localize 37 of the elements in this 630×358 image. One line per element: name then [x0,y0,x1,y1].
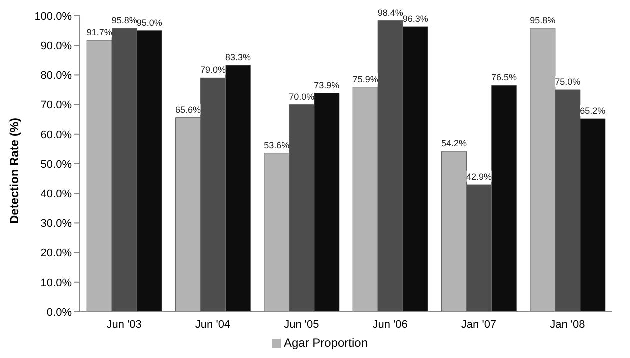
data-label: 73.9% [314,80,340,90]
data-label: 95.8% [530,15,556,26]
x-tick-label: Jun '06 [372,318,408,331]
x-tick-label: Jun '04 [195,318,231,331]
y-tick-label: 30.0% [40,218,72,230]
data-label: 53.6% [264,140,290,150]
data-label: 65.2% [580,106,606,116]
y-axis-title: Detection Rate (%) [7,118,22,224]
data-label: 96.3% [402,14,428,24]
data-label: 79.0% [200,65,226,76]
data-label: 70.0% [289,92,315,102]
data-label: 76.5% [491,72,518,83]
y-tick-label: 100.0% [34,10,72,23]
y-tick-label: 70.0% [40,100,72,112]
x-tick-label: Jun '03 [106,318,142,331]
y-tick-label: 40.0% [40,188,72,201]
x-tick-label: Jun '05 [284,318,320,331]
data-label: 95.8% [112,15,138,26]
y-tick-label: 80.0% [40,70,72,82]
data-label: 91.7% [86,28,112,38]
data-label: 98.4% [378,8,404,18]
data-label: 65.6% [175,104,202,115]
data-label: 95.0% [136,18,162,28]
legend-label: Agar Proportion [282,336,368,350]
data-label: 75.9% [352,74,378,84]
y-tick-label: 50.0% [40,158,72,171]
x-tick-label: Jan '08 [550,318,586,331]
x-tick-label: Jan '07 [461,318,497,331]
y-tick-label: 60.0% [40,129,72,142]
y-tick-label: 0.0% [46,306,72,319]
y-tick-label: 20.0% [40,248,72,260]
y-tick-label: 10.0% [40,277,72,290]
data-label: 75.0% [555,77,581,87]
y-tick-label: 90.0% [40,40,72,53]
data-label: 83.3% [225,52,252,62]
data-label: 42.9% [466,172,492,182]
data-label: 54.2% [441,138,468,149]
